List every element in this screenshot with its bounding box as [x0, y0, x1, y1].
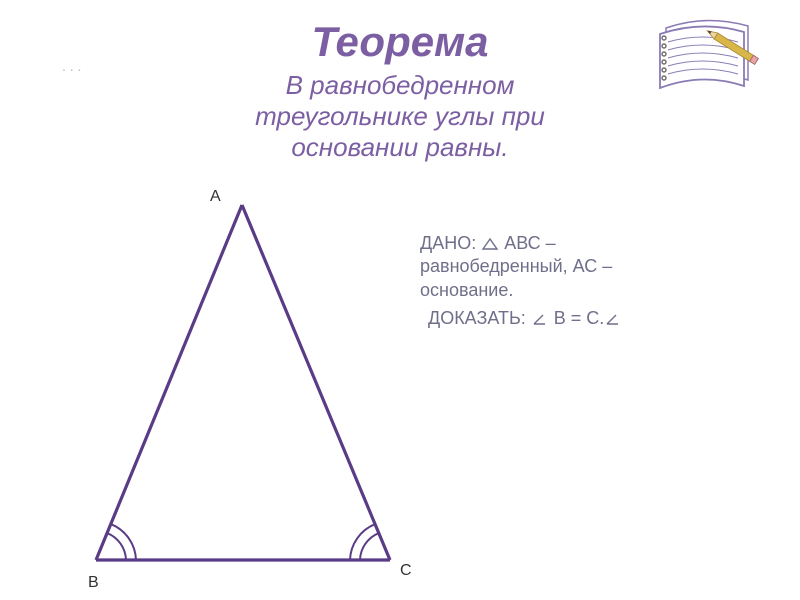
prove-block: ДОКАЗАТЬ: В = С. — [428, 308, 758, 329]
given-label: ДАНО: — [420, 233, 476, 253]
prove-label: ДОКАЗАТЬ: — [428, 308, 526, 328]
given-block: ДАНО: АВС – равнобедренный, АС – основан… — [420, 232, 750, 302]
vertex-label-a: А — [210, 188, 221, 206]
prove-expr: В = С. — [549, 308, 605, 328]
given-text1: АВС – — [499, 233, 555, 253]
triangle-symbol-icon — [481, 237, 499, 251]
given-text2: равнобедренный, АС – — [420, 256, 612, 276]
vertex-label-b: В — [88, 574, 99, 592]
angle-symbol-icon-2 — [604, 312, 622, 326]
slide-root: . . . Теорема В равнобедренном треугольн… — [0, 0, 800, 600]
subtitle-line1: В равнобедренном — [286, 70, 515, 100]
subtitle-line3: основании равны. — [291, 132, 508, 162]
vertex-label-c: С — [400, 562, 412, 580]
title-text: Теорема — [311, 18, 488, 65]
angle-symbol-icon — [531, 312, 549, 326]
subtitle-line2: треугольнике углы при — [255, 101, 545, 131]
given-text3: основание. — [420, 280, 513, 300]
notebook-pencil-icon — [650, 12, 760, 107]
